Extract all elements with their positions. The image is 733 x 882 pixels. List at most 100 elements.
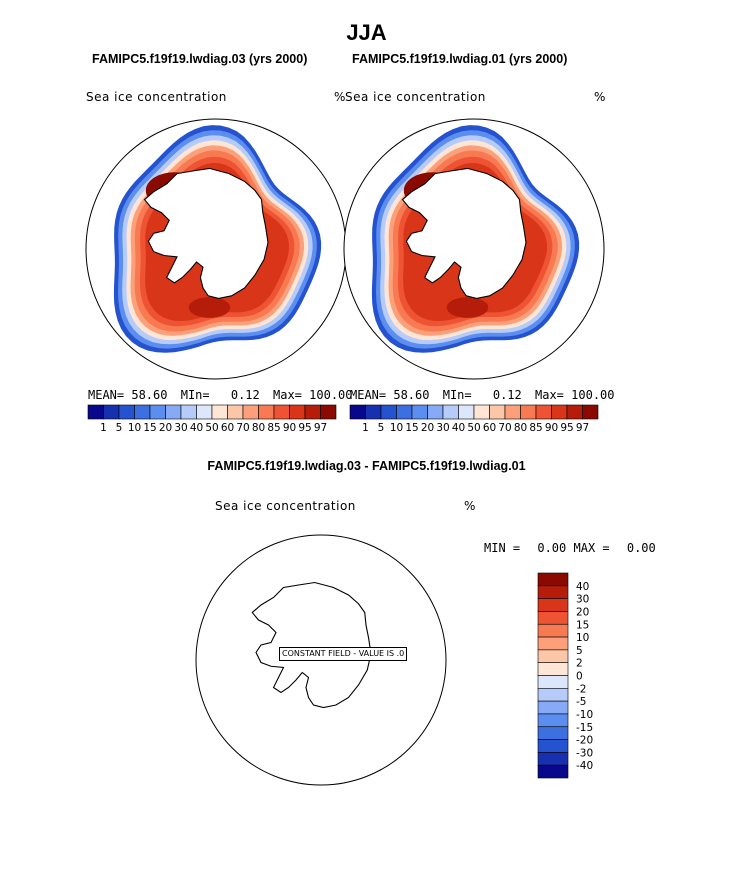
left-variable-label: Sea ice concentration	[86, 90, 227, 104]
diff-colorbar-swatch	[537, 572, 569, 587]
main-title: JJA	[346, 20, 387, 45]
right-panel-title: FAMIPC5.f19f19.lwdiag.01 (yrs 2000)	[352, 52, 568, 66]
right-variable-label: Sea ice concentration	[345, 90, 486, 104]
right-colorbar-swatch	[365, 404, 382, 420]
right-colorbar-tick-label: 20	[421, 422, 434, 434]
left-colorbar-tick-label: 85	[267, 422, 280, 434]
left-colorbar-swatch	[180, 404, 197, 420]
right-colorbar-tick-label: 97	[576, 422, 589, 434]
right-colorbar-tick-label: 30	[436, 422, 449, 434]
left-colorbar-tick-label: 60	[221, 422, 234, 434]
right-min-value: 0.12	[492, 388, 522, 402]
right-colorbar-swatch	[566, 404, 583, 420]
left-ross-patch	[188, 297, 231, 318]
diff-colorbar-swatch	[537, 713, 569, 728]
left-colorbar-swatch	[273, 404, 290, 420]
right-units-label: %	[594, 90, 606, 104]
left-colorbar-tick-label: 90	[283, 422, 296, 434]
left-colorbar-swatch	[211, 404, 228, 420]
right-colorbar-swatch	[473, 404, 490, 420]
right-colorbar-swatch	[396, 404, 413, 420]
right-mean-label: MEAN=	[350, 388, 387, 402]
right-colorbar-tick-label: 40	[452, 422, 465, 434]
right-colorbar-tick-label: 85	[529, 422, 542, 434]
diff-colorbar-swatch	[537, 662, 569, 676]
diff-colorbar-swatch	[537, 649, 569, 663]
diff-min-value: 0.00	[537, 541, 567, 555]
right-colorbar-swatch	[349, 404, 366, 420]
diff-colorbar-swatch	[537, 688, 569, 702]
diff-colorbar-tick-label: 15	[576, 619, 589, 631]
left-colorbar-tick-label: 70	[236, 422, 249, 434]
left-mean-label: MEAN=	[88, 388, 125, 402]
diff-colorbar-tick-label: 30	[576, 594, 589, 606]
right-mean-value: 58.60	[393, 388, 430, 402]
right-map-boundary	[343, 118, 605, 380]
left-colorbar-swatch	[87, 404, 104, 420]
right-colorbar-swatch	[489, 404, 506, 420]
right-colorbar-tick-label: 15	[405, 422, 418, 434]
diff-colorbar-tick-label: 20	[576, 606, 589, 618]
right-colorbar-tick-label: 95	[560, 422, 573, 434]
left-max-value: 100.00	[309, 388, 353, 402]
right-colorbar-tick-label: 60	[483, 422, 496, 434]
left-colorbar-tick-label: 40	[190, 422, 203, 434]
left-colorbar-tick-label: 97	[314, 422, 327, 434]
left-colorbar-swatch	[149, 404, 166, 420]
diff-units-label: %	[464, 499, 476, 513]
left-colorbar-tick-label: 30	[174, 422, 187, 434]
right-colorbar-tick-label: 1	[362, 422, 369, 434]
diff-colorbar-tick-label: 2	[576, 658, 583, 670]
left-min-value: 0.12	[230, 388, 260, 402]
right-max-label: Max=	[535, 388, 564, 402]
right-colorbar-swatch	[582, 404, 599, 420]
diff-colorbar-tick-label: -30	[576, 747, 593, 759]
right-colorbar-swatch	[551, 404, 568, 420]
right-colorbar-tick-label: 80	[514, 422, 527, 434]
left-colorbar-tick-label: 5	[116, 422, 123, 434]
diff-variable-label: Sea ice concentration	[215, 499, 356, 513]
diff-colorbar-tick-label: 10	[576, 632, 589, 644]
left-colorbar-tick-label: 50	[205, 422, 218, 434]
right-stats: MEAN= 58.60 MIn= 0.12 Max= 100.00	[350, 388, 615, 402]
left-mean-value: 58.60	[131, 388, 168, 402]
right-colorbar-tick-label: 10	[390, 422, 403, 434]
left-panel-title: FAMIPC5.f19f19.lwdiag.03 (yrs 2000)	[92, 52, 308, 66]
diff-colorbar-swatch	[537, 623, 569, 638]
diff-colorbar-tick-label: 5	[576, 645, 583, 657]
left-min-label: MIn=	[180, 388, 210, 402]
right-max-value: 100.00	[571, 388, 615, 402]
diff-colorbar-swatch	[537, 700, 569, 715]
difference-title: FAMIPC5.f19f19.lwdiag.03 - FAMIPC5.f19f1…	[207, 459, 526, 473]
left-colorbar-tick-label: 95	[298, 422, 311, 434]
left-colorbar-swatch	[118, 404, 135, 420]
right-colorbar-swatch	[380, 404, 397, 420]
diff-colorbar-tick-label: -2	[576, 683, 586, 695]
left-stats: MEAN= 58.60 MIn= 0.12 Max= 100.00	[88, 388, 353, 402]
diff-colorbar-swatch	[537, 675, 569, 689]
right-colorbar-swatch	[442, 404, 459, 420]
left-colorbar-tick-label: 80	[252, 422, 265, 434]
left-units-label: %	[334, 90, 346, 104]
diff-colorbar-tick-label: 40	[576, 581, 589, 593]
left-colorbar-tick-label: 20	[159, 422, 172, 434]
diff-colorbar-swatch	[537, 636, 569, 651]
diff-colorbar-tick-label: -20	[576, 735, 593, 747]
right-colorbar-swatch	[427, 404, 444, 420]
left-colorbar-swatch	[103, 404, 120, 420]
diff-colorbar-swatch	[537, 598, 569, 612]
left-colorbar-swatch	[227, 404, 244, 420]
left-colorbar-swatch	[289, 404, 306, 420]
diff-stats: MIN = 0.00 MAX = 0.00	[484, 541, 656, 555]
left-colorbar-tick-label: 15	[143, 422, 156, 434]
diff-colorbar-swatch	[537, 585, 569, 599]
constant-field-annotation: CONSTANT FIELD - VALUE IS .0	[279, 647, 408, 661]
diff-min-label: MIN =	[484, 541, 521, 555]
right-colorbar-swatch	[520, 404, 537, 420]
diff-max-value: 0.00	[626, 541, 656, 555]
diff-colorbar-swatch	[537, 752, 569, 766]
right-colorbar-swatch	[411, 404, 428, 420]
left-colorbar-swatch	[134, 404, 151, 420]
diff-colorbar-swatch	[537, 726, 569, 740]
